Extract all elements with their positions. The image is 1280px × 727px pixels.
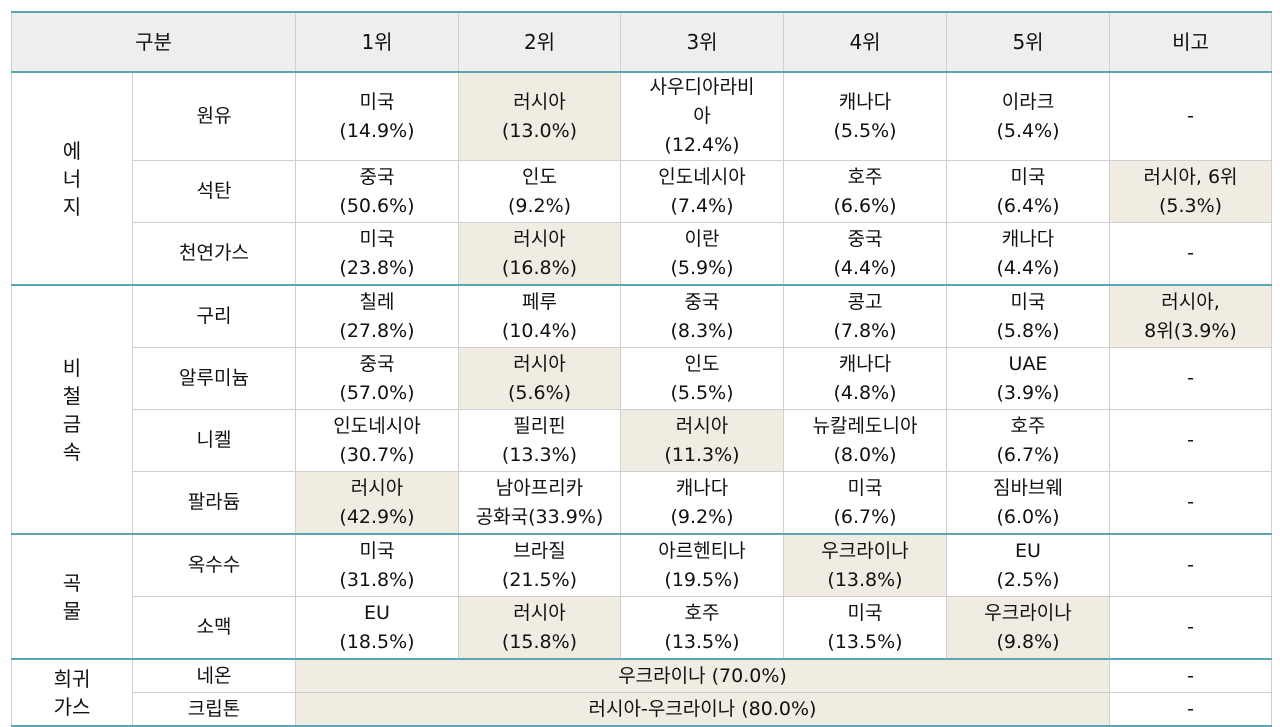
rank-1-cell: 미국 (23.8%) xyxy=(295,222,459,286)
rank-2-cell: 인도 (9.2%) xyxy=(458,160,621,223)
rank-3-cell: 사우디아라비 아 (12.4%) xyxy=(620,71,784,161)
rank-4-cell: 캐나다 (5.5%) xyxy=(783,71,947,161)
row-corn: 곡 물 옥수수 미국 (31.8%) 브라질 (21.5%) 아르헨티나 (19… xyxy=(11,533,1272,660)
rank-2-cell: 필리핀 (13.3%) xyxy=(458,409,621,472)
rank-2-cell: 브라질 (21.5%) xyxy=(458,533,621,597)
note-cell: - xyxy=(1109,71,1272,161)
group-energy: 에 너 지 xyxy=(11,71,133,286)
rank-5-cell: EU (2.5%) xyxy=(946,533,1110,597)
group-metals: 비 철 금 속 xyxy=(11,284,133,535)
rank-5-cell: 미국 (6.4%) xyxy=(946,160,1110,223)
rank-4-cell: 우크라이나 (13.8%) xyxy=(783,533,947,597)
rank-5-cell: 우크라이나 (9.8%) xyxy=(946,596,1110,660)
header-rank-2: 2위 xyxy=(458,11,621,73)
row-aluminum: 알루미늄 중국 (57.0%) 러시아 (5.6%) 인도 (5.5%) 캐나다… xyxy=(12,347,1272,410)
rank-4-cell: 미국 (13.5%) xyxy=(783,596,947,660)
row-krypton: 크립톤 러시아-우크라이나 (80.0%) - xyxy=(12,692,1272,727)
header-rank-3: 3위 xyxy=(620,11,784,73)
item-name: 알루미늄 xyxy=(132,347,296,410)
rank-1-cell: 인도네시아 (30.7%) xyxy=(295,409,459,472)
group-grain: 곡 물 xyxy=(11,533,133,660)
rank-1-cell: 미국 (14.9%) xyxy=(295,71,459,161)
row-crude-oil: 에 너 지 원유 미국 (14.9%) 러시아 (13.0%) 사우디아라비 아… xyxy=(11,71,1272,286)
item-name: 석탄 xyxy=(132,160,296,223)
merged-rank-cell: 러시아-우크라이나 (80.0%) xyxy=(295,692,1110,727)
rank-4-cell: 캐나다 (4.8%) xyxy=(783,347,947,410)
rank-2-cell: 러시아 (5.6%) xyxy=(458,347,621,410)
row-wheat: 소맥 EU (18.5%) 러시아 (15.8%) 호주 (13.5%) 미국 … xyxy=(12,596,1272,660)
rank-4-cell: 호주 (6.6%) xyxy=(783,160,947,223)
rank-1-cell: 칠레 (27.8%) xyxy=(295,284,459,348)
note-cell: - xyxy=(1109,471,1272,535)
header-category: 구분 xyxy=(11,11,296,73)
header-row: 구분 1위 2위 3위 4위 5위 비고 xyxy=(11,11,1272,73)
rank-4-cell: 미국 (6.7%) xyxy=(783,471,947,535)
rank-3-cell: 이란 (5.9%) xyxy=(620,222,784,286)
rank-1-cell: 미국 (31.8%) xyxy=(295,533,459,597)
item-name: 크립톤 xyxy=(132,692,296,727)
note-cell: - xyxy=(1109,658,1272,693)
group-rare-gas: 희귀 가스 xyxy=(11,658,133,727)
header-rank-4: 4위 xyxy=(783,11,947,73)
item-name: 옥수수 xyxy=(132,533,296,597)
note-cell: - xyxy=(1109,692,1272,727)
note-cell: 러시아, 8위(3.9%) xyxy=(1109,284,1272,348)
rank-3-cell: 러시아 (11.3%) xyxy=(620,409,784,472)
row-copper: 비 철 금 속 구리 칠레 (27.8%) 페루 (10.4%) 중국 (8.3… xyxy=(11,284,1272,535)
rank-2-cell: 러시아 (13.0%) xyxy=(458,71,621,161)
note-cell: - xyxy=(1109,347,1272,410)
group-grain-label: 곡 물 xyxy=(62,570,82,623)
item-name: 원유 xyxy=(132,71,296,161)
rank-2-cell: 러시아 (16.8%) xyxy=(458,222,621,286)
rank-3-cell: 인도네시아 (7.4%) xyxy=(620,160,784,223)
item-name: 네온 xyxy=(132,658,296,693)
group-metals-label: 비 철 금 속 xyxy=(62,355,82,464)
rank-1-cell: EU (18.5%) xyxy=(295,596,459,660)
note-cell: - xyxy=(1109,533,1272,597)
header-note: 비고 xyxy=(1109,11,1272,73)
rank-3-cell: 인도 (5.5%) xyxy=(620,347,784,410)
header-rank-5: 5위 xyxy=(946,11,1110,73)
rank-1-cell: 중국 (50.6%) xyxy=(295,160,459,223)
rank-3-cell: 호주 (13.5%) xyxy=(620,596,784,660)
rank-4-cell: 뉴칼레도니아 (8.0%) xyxy=(783,409,947,472)
rank-5-cell: 캐나다 (4.4%) xyxy=(946,222,1110,286)
item-name: 천연가스 xyxy=(132,222,296,286)
rank-5-cell: 짐바브웨 (6.0%) xyxy=(946,471,1110,535)
item-name: 니켈 xyxy=(132,409,296,472)
header-rank-1: 1위 xyxy=(295,11,459,73)
row-neon: 희귀 가스 네온 우크라이나 (70.0%) - xyxy=(11,658,1272,727)
rank-4-cell: 콩고 (7.8%) xyxy=(783,284,947,348)
rank-5-cell: 미국 (5.8%) xyxy=(946,284,1110,348)
rank-1-cell: 러시아 (42.9%) xyxy=(295,471,459,535)
item-name: 구리 xyxy=(132,284,296,348)
rank-3-cell: 캐나다 (9.2%) xyxy=(620,471,784,535)
commodity-ranking-table: 구분 1위 2위 3위 4위 5위 비고 에 너 지 원유 미국 (14.9%)… xyxy=(11,11,1272,727)
rank-2-cell: 남아프리카 공화국(33.9%) xyxy=(458,471,621,535)
row-coal: 석탄 중국 (50.6%) 인도 (9.2%) 인도네시아 (7.4%) 호주 … xyxy=(12,160,1272,223)
row-natural-gas: 천연가스 미국 (23.8%) 러시아 (16.8%) 이란 (5.9%) 중국… xyxy=(12,222,1272,286)
group-rare-gas-label: 희귀 가스 xyxy=(53,666,91,719)
note-cell: 러시아, 6위 (5.3%) xyxy=(1109,160,1272,223)
item-name: 팔라듐 xyxy=(132,471,296,535)
note-cell: - xyxy=(1109,596,1272,660)
rank-3-cell: 아르헨티나 (19.5%) xyxy=(620,533,784,597)
row-nickel: 니켈 인도네시아 (30.7%) 필리핀 (13.3%) 러시아 (11.3%)… xyxy=(12,409,1272,472)
rank-5-cell: UAE (3.9%) xyxy=(946,347,1110,410)
note-cell: - xyxy=(1109,409,1272,472)
group-energy-label: 에 너 지 xyxy=(62,138,82,219)
rank-4-cell: 중국 (4.4%) xyxy=(783,222,947,286)
item-name: 소맥 xyxy=(132,596,296,660)
rank-3-cell: 중국 (8.3%) xyxy=(620,284,784,348)
rank-5-cell: 이라크 (5.4%) xyxy=(946,71,1110,161)
rank-5-cell: 호주 (6.7%) xyxy=(946,409,1110,472)
rank-2-cell: 러시아 (15.8%) xyxy=(458,596,621,660)
row-palladium: 팔라듐 러시아 (42.9%) 남아프리카 공화국(33.9%) 캐나다 (9.… xyxy=(12,471,1272,535)
merged-rank-cell: 우크라이나 (70.0%) xyxy=(295,658,1110,693)
rank-1-cell: 중국 (57.0%) xyxy=(295,347,459,410)
rank-2-cell: 페루 (10.4%) xyxy=(458,284,621,348)
note-cell: - xyxy=(1109,222,1272,286)
